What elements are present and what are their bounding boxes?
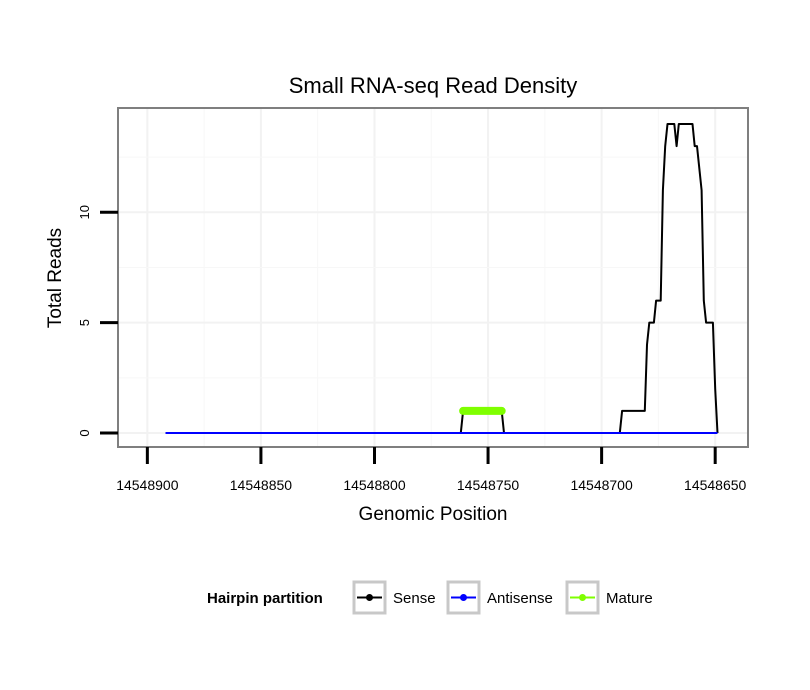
plot-background [118, 108, 748, 447]
legend: Hairpin partition Sense Antisense Mature [207, 580, 653, 615]
legend-item-label: Mature [606, 590, 653, 607]
y-axis-label: Total Reads [45, 228, 66, 328]
y-tick-label: 5 [77, 319, 92, 326]
legend-key-point [579, 594, 586, 601]
x-tick-label: 14548900 [116, 477, 179, 493]
y-tick-label: 0 [77, 429, 92, 436]
plot-border [117, 107, 749, 448]
plot-panel [117, 107, 749, 448]
x-axis-label: Genomic Position [359, 504, 508, 525]
legend-title: Hairpin partition [207, 590, 323, 607]
legend-item-label: Sense [393, 590, 436, 607]
x-axis: 14548900 14548850 14548800 14548750 14548700… [116, 447, 747, 493]
x-tick-label: 14548650 [684, 477, 747, 493]
series-lines [165, 123, 719, 434]
x-tick-label: 14548700 [570, 477, 633, 493]
y-tick-label: 10 [77, 205, 92, 219]
y-axis: 0 5 10 [77, 205, 118, 437]
legend-item-mature: Mature [565, 580, 653, 615]
chart-title: Small RNA-seq Read Density [289, 73, 578, 98]
x-tick-label: 14548850 [230, 477, 293, 493]
x-tick-label: 14548750 [457, 477, 520, 493]
legend-item-label: Antisense [487, 590, 553, 607]
legend-key-point [366, 594, 373, 601]
x-tick-label: 14548800 [343, 477, 406, 493]
legend-item-antisense: Antisense [446, 580, 553, 615]
legend-key-point [460, 594, 467, 601]
legend-item-sense: Sense [352, 580, 436, 615]
